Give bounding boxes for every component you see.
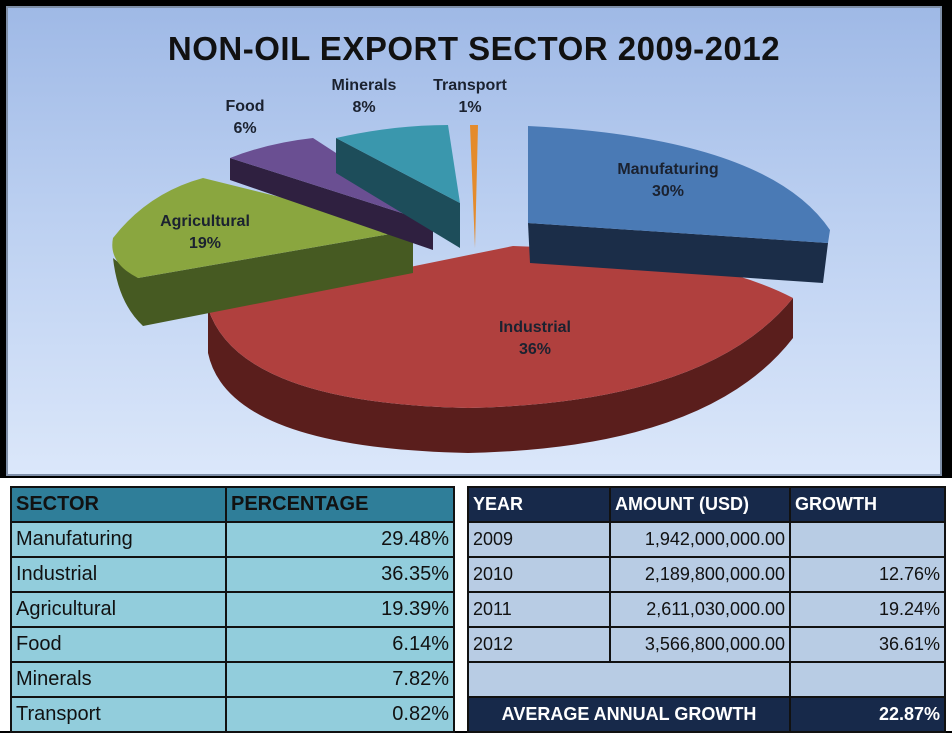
year: 2010	[467, 556, 611, 593]
chart-title: NON-OIL EXPORT SECTOR 2009-2012	[167, 30, 781, 67]
table-row: 2010 2,189,800,000.00 12.76%	[467, 556, 946, 593]
pie-slice-industrial	[208, 246, 793, 453]
table-row: Minerals 7.82%	[10, 661, 455, 698]
label-transport: Transport	[433, 77, 507, 94]
average-row: AVERAGE ANNUAL GROWTH 22.87%	[467, 696, 946, 733]
growth: 19.24%	[789, 591, 946, 628]
growth: 36.61%	[789, 626, 946, 663]
sector-name: Minerals	[10, 661, 227, 698]
amount: 1,942,000,000.00	[609, 521, 791, 558]
sector-percentage: 29.48%	[225, 521, 455, 558]
empty-cell	[467, 661, 791, 698]
sector-table-header: SECTOR PERCENTAGE	[10, 486, 455, 523]
table-row: 2011 2,611,030,000.00 19.24%	[467, 591, 946, 628]
pie-slice-food	[230, 138, 433, 250]
header-growth: GROWTH	[789, 486, 946, 523]
table-row: 2012 3,566,800,000.00 36.61%	[467, 626, 946, 663]
header-percentage: PERCENTAGE	[225, 486, 455, 523]
header-sector: SECTOR	[10, 486, 227, 523]
sector-name: Food	[10, 626, 227, 663]
growth-table: YEAR AMOUNT (USD) GROWTH 2009 1,942,000,0…	[467, 486, 946, 733]
amount: 3,566,800,000.00	[609, 626, 791, 663]
label-transport-pct: 1%	[458, 99, 481, 116]
average-value: 22.87%	[789, 696, 946, 733]
label-food-pct: 6%	[233, 120, 256, 137]
label-agricultural: Agricultural	[160, 213, 250, 230]
table-row: Transport 0.82%	[10, 696, 455, 733]
sector-percentage: 19.39%	[225, 591, 455, 628]
empty-cell	[789, 661, 946, 698]
growth-table-header: YEAR AMOUNT (USD) GROWTH	[467, 486, 946, 523]
sector-name: Industrial	[10, 556, 227, 593]
sector-name: Transport	[10, 696, 227, 733]
label-minerals: Minerals	[332, 77, 397, 94]
sector-percentage: 6.14%	[225, 626, 455, 663]
pie-slice-transport	[470, 125, 478, 248]
header-amount: AMOUNT (USD)	[609, 486, 791, 523]
table-row: Manufaturing 29.48%	[10, 521, 455, 558]
pie-chart: Manufaturing 30% Industrial 36% Agricult…	[112, 77, 830, 453]
pie-slice-manufacturing	[528, 126, 830, 283]
sector-name: Agricultural	[10, 591, 227, 628]
table-row: Food 6.14%	[10, 626, 455, 663]
table-row: 2009 1,942,000,000.00	[467, 521, 946, 558]
pie-slice-agricultural	[112, 178, 414, 326]
amount: 2,189,800,000.00	[609, 556, 791, 593]
growth: 12.76%	[789, 556, 946, 593]
year: 2009	[467, 521, 611, 558]
chart-panel: NON-OIL EXPORT SECTOR 2009-2012	[6, 6, 942, 476]
amount: 2,611,030,000.00	[609, 591, 791, 628]
table-row: Industrial 36.35%	[10, 556, 455, 593]
label-food: Food	[225, 98, 264, 115]
year: 2012	[467, 626, 611, 663]
sector-percentage: 36.35%	[225, 556, 455, 593]
sector-table: SECTOR PERCENTAGE Manufaturing 29.48% Ind…	[10, 486, 455, 733]
pie-slice-minerals	[336, 125, 460, 248]
growth	[789, 521, 946, 558]
label-industrial-pct: 36%	[519, 341, 551, 358]
table-row-empty	[467, 661, 946, 698]
label-industrial: Industrial	[499, 319, 571, 336]
label-minerals-pct: 8%	[352, 99, 375, 116]
label-agricultural-pct: 19%	[189, 235, 221, 252]
label-manufacturing-pct: 30%	[652, 183, 684, 200]
average-label: AVERAGE ANNUAL GROWTH	[467, 696, 791, 733]
label-manufacturing: Manufaturing	[617, 161, 718, 178]
table-row: Agricultural 19.39%	[10, 591, 455, 628]
sector-name: Manufaturing	[10, 521, 227, 558]
header-year: YEAR	[467, 486, 611, 523]
sector-percentage: 7.82%	[225, 661, 455, 698]
sector-percentage: 0.82%	[225, 696, 455, 733]
year: 2011	[467, 591, 611, 628]
